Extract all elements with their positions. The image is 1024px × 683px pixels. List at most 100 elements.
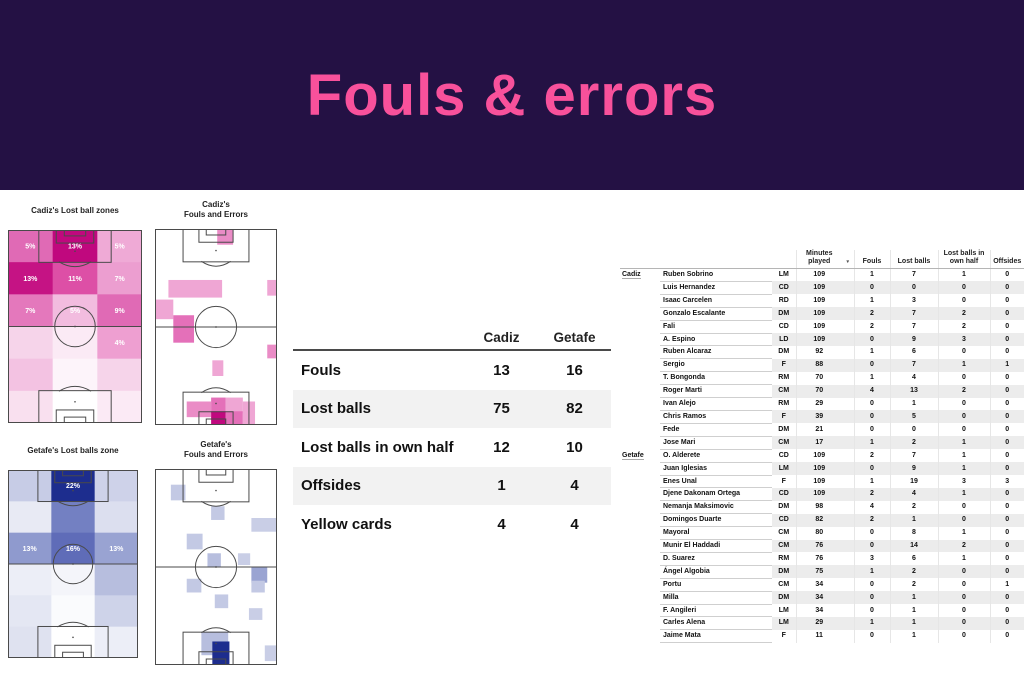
player-name: Ruben Sobrino (660, 268, 772, 282)
player-lost-balls: 4 (889, 371, 938, 385)
sort-spacer (842, 398, 854, 411)
player-row: T. Bongonda RM 70 1 4 0 0 (620, 371, 1024, 386)
player-row: Enes Unal F 109 1 19 3 3 (620, 475, 1024, 489)
summary-metric-label: Fouls (301, 361, 341, 379)
summary-header-row: Cadiz Getafe (293, 330, 611, 351)
player-position: F (781, 477, 786, 485)
player-fouls: 0 (853, 358, 890, 372)
player-own-half: 1 (937, 462, 990, 475)
event-square (155, 299, 174, 320)
sort-icon[interactable]: ▾ (846, 259, 849, 265)
heatmap-label: 13% (68, 244, 83, 251)
player-offsides: 0 (989, 397, 1024, 411)
player-position: CM (772, 436, 796, 450)
player-offsides: 0 (989, 307, 1024, 321)
pitch-getafe-lost-balls-zone: Getafe's Lost balls zone 22% 13% 16% 13% (8, 446, 138, 658)
team-comparison-table: Cadiz Getafe Fouls 13 16 Lost balls 75 82 Lost b… (293, 330, 611, 544)
players-header-position (772, 250, 796, 269)
player-fouls: 1 (853, 345, 890, 359)
player-minutes: 109 (795, 268, 842, 282)
player-stats-table: Minutes played ▾ Fouls Lost balls Lost balls … (620, 250, 1024, 644)
player-row: Getafe O. Alderete CD 109 2 7 1 0 (620, 449, 1024, 463)
team-cell (620, 539, 660, 553)
team-cell (620, 604, 660, 617)
player-position: CM (772, 539, 796, 553)
sort-spacer (842, 552, 854, 565)
event-square (170, 484, 186, 501)
player-fouls: 1 (853, 436, 890, 450)
event-square (186, 533, 203, 550)
event-square (186, 578, 202, 593)
heatmap-label: 5% (25, 244, 36, 251)
pitch-title: Getafe's Lost balls zone (8, 446, 138, 456)
player-fouls: 0 (853, 462, 890, 475)
player-lost-balls: 2 (889, 578, 938, 592)
event-square (168, 279, 223, 298)
player-lost-balls: 1 (889, 591, 938, 605)
player-position: LM (778, 606, 789, 614)
player-minutes: 109 (795, 487, 842, 501)
player-lost-balls: 7 (889, 268, 938, 282)
heatmap-cell (97, 326, 142, 360)
player-position: CM (778, 529, 790, 537)
summary-col-header: Cadiz (483, 330, 520, 345)
event-square (251, 518, 277, 532)
sort-spacer (842, 294, 854, 307)
heatmap-cell (8, 501, 52, 534)
event-square (211, 397, 226, 414)
heatmap-label: 5% (115, 244, 126, 251)
team-cell (620, 410, 660, 424)
player-offsides: 0 (989, 345, 1024, 359)
player-offsides: 0 (989, 526, 1024, 540)
player-minutes: 76 (795, 552, 842, 566)
player-own-half: 0 (937, 616, 990, 630)
player-offsides: 0 (989, 436, 1024, 450)
player-own-half: 1 (937, 358, 990, 372)
player-row: Isaac Carcelen RD 109 1 3 0 0 (620, 294, 1024, 308)
sort-spacer (842, 372, 854, 385)
player-fouls: 4 (853, 500, 890, 514)
pitch-getafe-fouls-errors: Getafe's Fouls and Errors (155, 440, 277, 665)
summary-cadiz-value: 12 (493, 438, 510, 456)
heatmap-cell (8, 294, 54, 327)
player-fouls: 1 (853, 268, 890, 282)
summary-cadiz-value: 75 (493, 400, 510, 418)
event-square (217, 229, 234, 245)
player-row: Portu CM 34 0 2 0 1 (620, 578, 1024, 592)
player-own-half: 2 (937, 307, 990, 321)
event-square (237, 553, 251, 566)
event-square (267, 344, 277, 359)
heatmap-cell (52, 326, 98, 360)
pitch-title: Cadiz's Fouls and Errors (155, 200, 277, 220)
player-fouls: 4 (853, 384, 890, 398)
player-position: DM (772, 307, 796, 321)
event-square (173, 315, 195, 343)
team-cell (620, 358, 660, 372)
event-square (212, 360, 224, 376)
player-fouls: 1 (853, 475, 890, 488)
player-offsides: 0 (989, 513, 1024, 527)
player-own-half: 3 (937, 475, 990, 488)
players-header-sort: ▾ (842, 250, 854, 269)
player-lost-balls: 2 (889, 436, 938, 450)
player-offsides: 0 (989, 616, 1024, 630)
player-minutes: 76 (795, 539, 842, 553)
player-position: LM (778, 271, 789, 279)
heatmap-label: 4% (115, 340, 126, 347)
player-fouls: 1 (853, 294, 890, 308)
player-lost-balls: 8 (889, 526, 938, 540)
heatmap-cell (8, 358, 54, 392)
sort-spacer (842, 565, 854, 579)
player-name: Juan Iglesias (660, 462, 772, 476)
player-own-half: 3 (937, 333, 990, 346)
player-lost-balls: 0 (889, 281, 938, 295)
player-minutes: 75 (795, 565, 842, 579)
player-offsides: 0 (989, 281, 1024, 295)
player-position: LM (772, 462, 796, 475)
player-lost-balls: 1 (889, 629, 938, 643)
heatmap-cell (94, 564, 138, 596)
player-fouls: 0 (853, 629, 890, 643)
player-name: Gonzalo Escalante (660, 307, 772, 321)
team-cell (620, 397, 660, 411)
player-fouls: 0 (853, 539, 890, 553)
